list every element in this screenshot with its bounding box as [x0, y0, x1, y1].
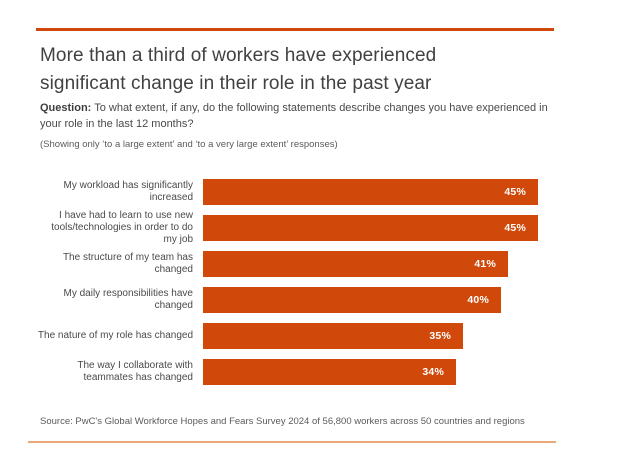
category-label: The nature of my role has changed	[37, 330, 193, 341]
bar: 45%	[203, 179, 538, 205]
bar: 41%	[203, 251, 508, 277]
chart-row: My daily responsibilities have changed 4…	[36, 287, 588, 313]
chart-row: The structure of my team has changed 41%	[36, 251, 588, 277]
category-label: The way I collaborate with teammates has…	[77, 360, 193, 383]
page-title-line-2: significant change in their role in the …	[40, 72, 432, 94]
chart-row: The nature of my role has changed 35%	[36, 323, 588, 349]
chart-row: The way I collaborate with teammates has…	[36, 359, 588, 385]
chart-row: My workload has significantly increased …	[36, 179, 588, 205]
question-label: Question:	[40, 102, 92, 114]
bar-value-label: 45%	[504, 186, 526, 198]
category-label: I have had to learn to use new tools/tec…	[51, 210, 193, 245]
page-title: More than a third of workers have experi…	[40, 42, 540, 97]
bar: 35%	[203, 323, 463, 349]
bar-value-label: 41%	[474, 258, 496, 270]
bar-value-label: 35%	[429, 330, 451, 342]
bar: 34%	[203, 359, 456, 385]
bar-track: 45%	[203, 179, 588, 205]
bar-chart: My workload has significantly increased …	[36, 179, 588, 395]
bar-track: 45%	[203, 215, 588, 241]
category-label: My workload has significantly increased	[63, 180, 194, 203]
bar-track: 35%	[203, 323, 588, 349]
category-label: My daily responsibilities have changed	[63, 288, 193, 311]
bar: 45%	[203, 215, 538, 241]
category-label: The structure of my team has changed	[62, 252, 193, 275]
top-accent-rule	[36, 28, 554, 31]
question-text: Question: To what extent, if any, do the…	[40, 100, 560, 132]
bar-value-label: 45%	[504, 222, 526, 234]
bar-track: 34%	[203, 359, 588, 385]
question-body: To what extent, if any, do the following…	[40, 102, 548, 130]
bottom-accent-rule	[28, 441, 556, 443]
filter-note: (Showing only ‘to a large extent’ and ‘t…	[40, 139, 338, 150]
source-note: Source: PwC's Global Workforce Hopes and…	[40, 416, 525, 427]
chart-row: I have had to learn to use new tools/tec…	[36, 210, 588, 245]
bar-track: 41%	[203, 251, 588, 277]
bar-track: 40%	[203, 287, 588, 313]
bar: 40%	[203, 287, 501, 313]
bar-value-label: 34%	[422, 366, 444, 378]
page-title-line-1: More than a third of workers have experi…	[40, 45, 437, 66]
bar-value-label: 40%	[467, 294, 489, 306]
